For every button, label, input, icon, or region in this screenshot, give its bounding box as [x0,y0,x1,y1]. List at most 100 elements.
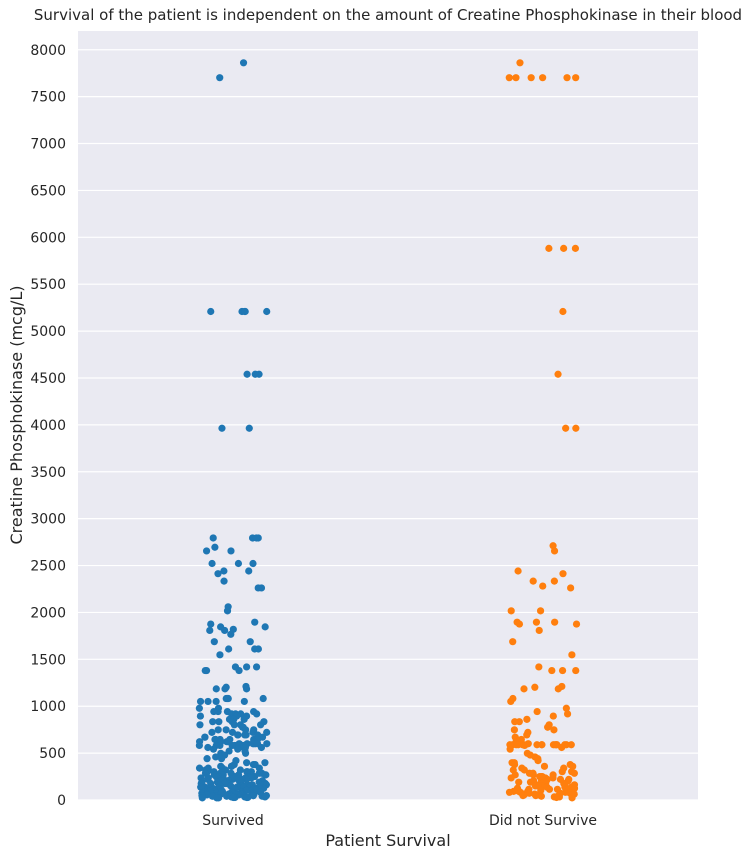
data-point [261,623,269,631]
data-point [516,59,524,67]
data-points [195,59,581,802]
data-point [526,778,535,786]
data-point [514,567,522,575]
data-point [263,740,271,748]
data-point [558,768,566,776]
data-point [562,424,570,432]
data-point [203,755,211,763]
data-point [209,745,218,753]
data-point [252,534,260,542]
x-axis-label: Patient Survival [325,831,450,850]
data-point [209,718,217,726]
data-point [204,697,212,706]
data-point [211,735,219,744]
data-point [533,707,541,716]
data-point [549,774,557,782]
data-point [243,663,251,671]
chart-title: Survival of the patient is independent o… [34,6,742,24]
data-point [559,307,567,316]
data-point [570,769,578,777]
data-point [558,666,567,675]
data-point [549,741,558,749]
data-point [220,577,228,585]
data-point [234,731,242,739]
y-tick-label: 4500 [30,371,66,387]
data-point [509,638,517,646]
data-point [532,618,541,626]
data-point [227,630,235,638]
data-point [552,793,561,802]
data-point [534,757,542,765]
data-point [523,731,531,739]
y-tick-label: 3500 [30,465,66,481]
data-point [210,707,218,716]
data-point [201,733,209,741]
data-point [204,743,212,752]
data-point [242,731,250,739]
data-point [560,244,568,252]
data-point [572,620,581,628]
data-point [545,244,553,252]
x-tick-label: Survived [202,813,263,829]
data-point [554,685,562,693]
data-point [249,559,257,568]
data-point [536,607,545,615]
data-point [235,666,243,675]
data-point [558,743,566,752]
data-point [251,645,259,653]
data-point [550,577,558,585]
data-point [568,651,576,659]
y-tick-label: 7500 [30,90,66,106]
y-tick-label: 0 [57,793,66,809]
data-point [568,794,576,802]
data-point [227,762,236,770]
data-point [551,618,559,626]
y-axis-ticks: 0 500 1000 1500 2000 2500 3000 3500 4000 4500 5000… [30,43,66,809]
data-point [216,651,224,659]
y-tick-label: 500 [39,746,66,762]
data-point [212,697,220,706]
x-axis-ticks: Survived Did not Survive [202,813,597,829]
data-point [570,784,579,792]
data-point [515,620,524,628]
data-point [539,582,547,590]
data-point [507,697,515,706]
data-point [229,793,237,802]
data-point [544,723,552,731]
data-point [512,74,520,82]
data-point [224,694,232,703]
y-tick-label: 1000 [30,699,66,715]
data-point [507,774,515,782]
data-point [515,778,523,786]
y-tick-label: 8000 [30,43,66,59]
data-point [225,645,233,653]
data-point [523,715,531,723]
data-point [571,244,580,252]
data-point [214,726,222,734]
data-point [230,721,238,729]
data-point [529,577,537,585]
data-point [211,543,219,551]
y-tick-label: 5000 [30,324,66,340]
data-point [559,570,567,578]
data-point [234,745,242,753]
data-point [511,718,519,726]
data-point [242,685,251,693]
data-point [241,307,249,316]
data-point [532,791,540,800]
data-point [212,753,220,761]
data-point [201,666,209,675]
y-tick-label: 7000 [30,137,66,153]
data-point [208,559,216,568]
data-point [263,728,271,736]
data-point [261,793,269,801]
data-point [210,638,218,646]
x-tick-label: Did not Survive [489,813,597,829]
data-point [218,424,226,432]
data-point [252,663,261,671]
data-point [537,792,545,800]
y-tick-label: 6500 [30,183,66,199]
data-point [549,712,557,720]
data-point [572,74,580,82]
data-point [251,370,259,378]
